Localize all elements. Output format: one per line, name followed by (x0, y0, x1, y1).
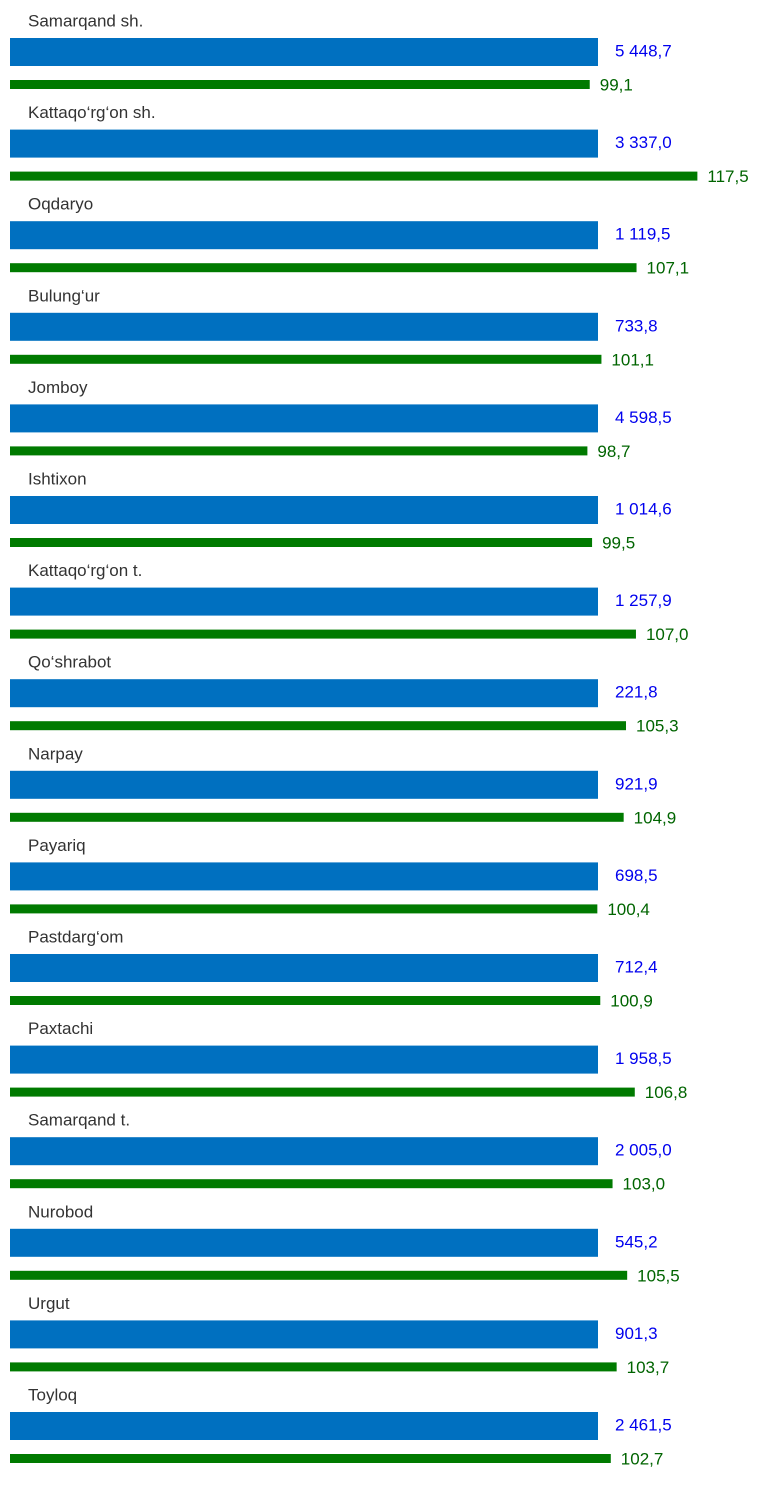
bar (10, 171, 698, 181)
value-label: 4 598,5 (615, 408, 672, 427)
category-label: Paxtachi (28, 1019, 93, 1038)
bar (10, 721, 627, 731)
value-label: 99,5 (602, 533, 635, 552)
bar (10, 1362, 617, 1372)
bar (10, 446, 588, 456)
value-label: 107,1 (647, 259, 690, 278)
value-label: 100,4 (607, 900, 650, 919)
bar (10, 496, 598, 524)
value-label: 98,7 (597, 442, 630, 461)
bar (10, 1320, 598, 1349)
value-label: 1 014,6 (615, 499, 672, 518)
value-label: 221,8 (615, 683, 658, 702)
bar (10, 812, 624, 822)
bar (10, 263, 637, 273)
bar (10, 587, 598, 616)
bar (10, 954, 598, 982)
value-label: 921,9 (615, 774, 658, 793)
bar (10, 80, 590, 89)
value-label: 106,8 (645, 1083, 688, 1102)
value-label: 733,8 (615, 316, 658, 335)
value-label: 1 257,9 (615, 591, 672, 610)
value-label: 99,1 (600, 75, 633, 94)
bar (10, 1087, 635, 1097)
bar (10, 1045, 598, 1074)
category-label: Oqdaryo (28, 195, 93, 214)
value-label: 545,2 (615, 1232, 658, 1251)
bar (10, 538, 593, 547)
value-label: 1 119,5 (615, 225, 670, 244)
value-label: 2 461,5 (615, 1415, 672, 1434)
value-label: 5 448,7 (615, 41, 672, 60)
value-label: 107,0 (646, 625, 689, 644)
value-label: 103,7 (627, 1358, 670, 1377)
category-label: Qo‘shrabot (28, 653, 111, 672)
category-label: Urgut (28, 1294, 70, 1313)
bar (10, 1179, 613, 1189)
bar (10, 679, 598, 708)
value-label: 101,1 (611, 350, 654, 369)
category-label: Jomboy (28, 378, 88, 397)
value-label: 712,4 (615, 957, 658, 976)
bar (10, 904, 598, 914)
value-label: 103,0 (623, 1175, 666, 1194)
value-label: 102,7 (621, 1449, 664, 1468)
bar (10, 1412, 598, 1440)
category-label: Kattaqo‘rg‘on sh. (28, 103, 156, 122)
value-label: 698,5 (615, 866, 658, 885)
bar (10, 629, 636, 639)
value-label: 105,3 (636, 717, 679, 736)
bar (10, 1270, 628, 1280)
category-label: Kattaqo‘rg‘on t. (28, 561, 142, 580)
category-label: Nurobod (28, 1202, 93, 1221)
bar (10, 404, 598, 433)
value-label: 2 005,0 (615, 1141, 672, 1160)
category-label: Samarqand t. (28, 1111, 130, 1130)
bar (10, 129, 598, 158)
bar (10, 770, 598, 799)
value-label: 1 958,5 (615, 1049, 672, 1068)
value-label: 901,3 (615, 1324, 658, 1343)
value-label: 105,5 (637, 1266, 680, 1285)
category-label: Payariq (28, 836, 86, 855)
bar (10, 1454, 611, 1463)
bar (10, 354, 602, 364)
category-label: Samarqand sh. (28, 11, 143, 30)
category-label: Ishtixon (28, 469, 87, 488)
bar (10, 996, 601, 1005)
bar (10, 38, 598, 66)
bar (10, 862, 598, 891)
category-label: Narpay (28, 744, 83, 763)
bar (10, 221, 598, 250)
category-label: Pastdarg‘om (28, 927, 123, 946)
value-label: 104,9 (634, 808, 677, 827)
value-label: 117,5 (707, 167, 748, 186)
category-label: Toyloq (28, 1385, 77, 1404)
category-label: Bulung‘ur (28, 286, 100, 305)
value-label: 100,9 (610, 991, 653, 1010)
value-label: 3 337,0 (615, 133, 672, 152)
bar (10, 1228, 598, 1257)
bar (10, 1137, 598, 1166)
bar (10, 312, 598, 341)
